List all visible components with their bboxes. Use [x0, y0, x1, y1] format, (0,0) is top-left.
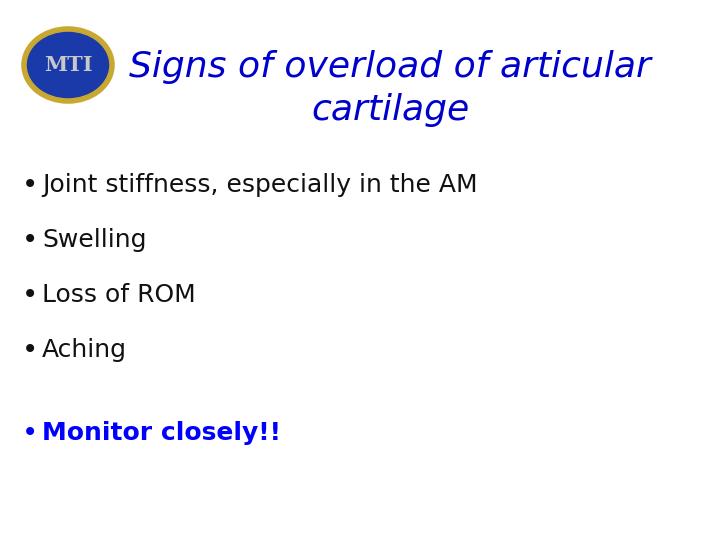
Text: Swelling: Swelling [42, 228, 146, 252]
Ellipse shape [24, 29, 112, 101]
Text: Signs of overload of articular
cartilage: Signs of overload of articular cartilage [129, 50, 651, 127]
Text: Loss of ROM: Loss of ROM [42, 283, 196, 307]
Text: MTI: MTI [44, 55, 92, 75]
Text: Monitor closely!!: Monitor closely!! [42, 421, 281, 445]
Text: •: • [22, 226, 38, 254]
Text: •: • [22, 336, 38, 364]
Text: •: • [22, 419, 38, 447]
Text: Joint stiffness, especially in the AM: Joint stiffness, especially in the AM [42, 173, 477, 197]
Text: •: • [22, 281, 38, 309]
Text: •: • [22, 171, 38, 199]
Text: Aching: Aching [42, 338, 127, 362]
